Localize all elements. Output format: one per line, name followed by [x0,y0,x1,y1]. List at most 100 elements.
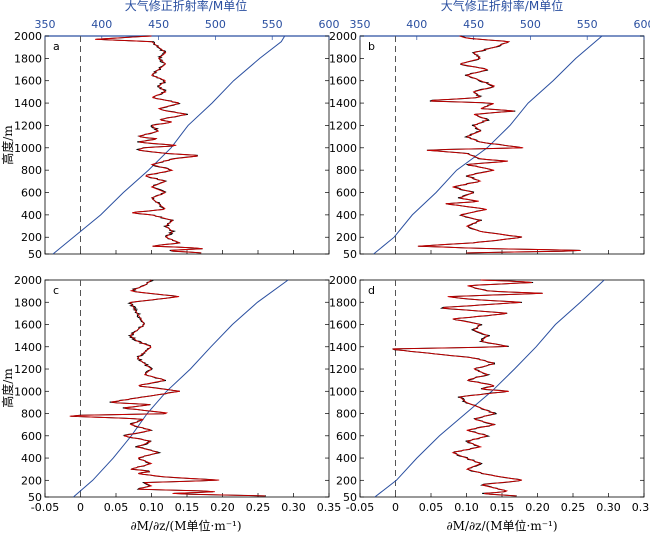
refractivity-line [73,279,289,498]
y-tick-label: 1000 [14,385,42,398]
top-tick-label: 400 [91,18,112,31]
x-tick-label: 0.20 [525,501,550,514]
y-tick-label: 1000 [14,142,42,155]
y-tick-label: 50 [343,491,357,504]
panel-a: 50 200 400 600 800 1000 1200 1400 1600 1800 200035… [14,18,340,261]
y-tick-label: 200 [21,474,42,487]
y-tick-label: 1200 [14,119,42,132]
y-tick-label: 1000 [329,142,357,155]
panel-c: 50 200 400 600 800 1000 1200 1400 1600 1800 2000 -0… [14,274,341,514]
panel-b: 50 200 400 600 800 1000 1200 1400 1600 1800 200035… [329,18,650,261]
panel-d: 50 200 400 600 800 1000 1200 1400 1600 1800 2000 -0… [329,274,650,514]
y-tick-label: 1800 [329,296,357,309]
top-tick-label: 600 [319,18,340,31]
y-tick-label: 800 [336,164,357,177]
y-tick-label: 1800 [329,52,357,65]
y-tick-label: 800 [21,408,42,421]
y-tick-label: 1600 [329,75,357,88]
panel-label: d [368,284,375,297]
y-axis-label-top: 高度/m [0,125,15,165]
y-tick-label: 50 [343,248,357,261]
x-tick-label: 0.05 [104,501,129,514]
y-tick-label: 1800 [14,52,42,65]
top-axis-label-left: 大气修正折射率/M单位 [125,0,247,13]
y-tick-label: 400 [336,452,357,465]
y-tick-label: 800 [21,164,42,177]
x-tick-label: 0.35 [632,501,650,514]
y-tick-label: 2000 [329,274,357,287]
panel-label: c [53,284,59,297]
x-tick-label: 0.30 [281,501,306,514]
panel-label: b [368,40,375,53]
y-tick-label: 1600 [14,319,42,332]
top-tick-label: 350 [35,18,56,31]
x-tick-label: 0 [392,501,399,514]
y-tick-label: 1400 [14,97,42,110]
y-tick-label: 1200 [329,363,357,376]
y-tick-label: 2000 [14,30,42,43]
refractivity-line [373,35,603,255]
gradient-smoothed-line [94,35,203,254]
top-tick-label: 550 [577,18,598,31]
y-tick-label: 400 [336,209,357,222]
y-tick-label: 600 [336,430,357,443]
top-axis-label-right: 大气修正折射率/M单位 [441,0,563,13]
gradient-smoothed-line [392,279,543,497]
refractivity-line [52,35,286,255]
y-tick-label: 400 [21,452,42,465]
top-tick-label: 450 [148,18,169,31]
top-tick-label: 550 [262,18,283,31]
y-axis-label-bottom: 高度/m [0,368,15,408]
top-tick-label: 500 [520,18,541,31]
y-tick-label: 1400 [329,341,357,354]
plot-frame [44,279,330,498]
plot-frame [359,279,645,498]
y-tick-label: 1600 [14,75,42,88]
refractivity-line [374,279,605,498]
x-tick-label: 0.30 [596,501,621,514]
x-tick-label: 0.15 [175,501,200,514]
panels: 5020040060080010001200140016001800200035… [14,18,650,514]
top-tick-label: 400 [406,18,427,31]
y-tick-label: 400 [21,209,42,222]
y-tick-label: 600 [21,430,42,443]
x-tick-label: 0 [77,501,84,514]
y-tick-label: 1000 [329,385,357,398]
y-tick-label: 800 [336,408,357,421]
y-tick-label: 1400 [329,97,357,110]
y-tick-label: 1800 [14,296,42,309]
x-tick-label: -0.05 [31,501,59,514]
y-tick-label: 1200 [14,363,42,376]
x-tick-label: 0.35 [317,501,342,514]
gradient-smoothed-line [69,279,266,497]
y-tick-label: 200 [21,231,42,244]
y-tick-label: 2000 [14,274,42,287]
x-tick-label: 0.10 [139,501,164,514]
y-tick-label: 1200 [329,119,357,132]
x-tick-label: 0.20 [210,501,235,514]
y-tick-label: 1400 [14,341,42,354]
top-tick-label: 450 [463,18,484,31]
bottom-axis-label-right: ∂M/∂z/(M单位·m⁻¹) [446,518,557,533]
top-tick-label: 350 [350,18,371,31]
y-tick-label: 200 [336,474,357,487]
plot-frame [44,35,330,255]
x-tick-label: 0.15 [490,501,515,514]
y-tick-label: 600 [21,187,42,200]
y-tick-label: 1600 [329,319,357,332]
y-tick-label: 600 [336,187,357,200]
x-tick-label: 0.10 [454,501,479,514]
y-tick-label: 50 [28,491,42,504]
x-tick-label: 0.05 [419,501,444,514]
gradient-smoothed-line [417,35,581,254]
top-tick-label: 500 [205,18,226,31]
y-tick-label: 200 [336,231,357,244]
top-tick-label: 600 [634,18,650,31]
panel-label: a [53,40,60,53]
y-tick-label: 2000 [329,30,357,43]
x-tick-label: 0.25 [561,501,586,514]
x-tick-label: -0.05 [346,501,374,514]
x-tick-label: 0.25 [246,501,271,514]
y-tick-label: 50 [28,248,42,261]
